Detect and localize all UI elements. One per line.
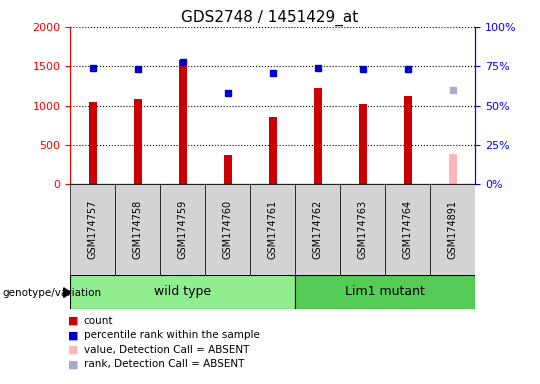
Text: ■: ■ [68,316,78,326]
Bar [89,102,97,184]
Text: genotype/variation: genotype/variation [3,288,102,298]
Text: GDS2748 / 1451429_at: GDS2748 / 1451429_at [181,10,359,26]
Bar [160,184,205,275]
Bar [179,60,187,184]
Bar [295,275,475,309]
Text: GSM174758: GSM174758 [133,200,143,259]
Text: GSM174760: GSM174760 [222,200,233,259]
Bar [403,96,411,184]
Bar [224,155,232,184]
Text: rank, Detection Call = ABSENT: rank, Detection Call = ABSENT [84,359,244,369]
Bar [70,184,115,275]
Bar [269,117,277,184]
Text: GSM174759: GSM174759 [178,200,188,259]
Text: ■: ■ [68,330,78,340]
Bar [340,184,385,275]
Bar [430,184,475,275]
Text: GSM174761: GSM174761 [268,200,278,259]
Polygon shape [64,288,71,298]
Text: ■: ■ [68,359,78,369]
Text: GSM174763: GSM174763 [357,200,368,259]
Bar [250,184,295,275]
Bar [115,184,160,275]
Text: GSM174891: GSM174891 [448,200,458,259]
Bar [359,104,367,184]
Bar [385,184,430,275]
Bar [134,99,141,184]
Bar [295,184,340,275]
Text: GSM174757: GSM174757 [87,200,98,259]
Text: value, Detection Call = ABSENT: value, Detection Call = ABSENT [84,345,249,355]
Text: wild type: wild type [154,285,211,298]
Text: percentile rank within the sample: percentile rank within the sample [84,330,260,340]
Text: GSM174762: GSM174762 [313,200,323,259]
Text: Lim1 mutant: Lim1 mutant [345,285,425,298]
Bar [314,88,322,184]
Bar [70,275,295,309]
Text: ■: ■ [68,345,78,355]
Text: GSM174764: GSM174764 [403,200,413,259]
Bar [449,154,457,184]
Text: count: count [84,316,113,326]
Bar [205,184,250,275]
